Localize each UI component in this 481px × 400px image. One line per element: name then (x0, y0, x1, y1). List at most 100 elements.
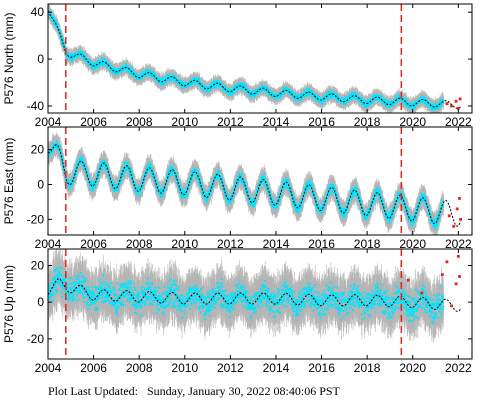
data-point (378, 95, 381, 97)
data-point (198, 77, 201, 80)
data-point (103, 57, 106, 60)
data-point (251, 94, 254, 96)
data-point (293, 96, 296, 99)
data-point (195, 81, 198, 84)
data-point (201, 82, 204, 85)
data-point (111, 68, 114, 71)
data-point (79, 50, 82, 52)
data-point (420, 95, 423, 98)
data-point (322, 95, 325, 98)
data-point (382, 99, 385, 101)
data-point (314, 94, 317, 97)
data-point (350, 98, 353, 100)
data-point (223, 90, 226, 93)
data-point (161, 79, 164, 81)
data-point (61, 38, 64, 41)
data-point (59, 33, 62, 36)
data-point (71, 60, 73, 62)
data-point (292, 94, 295, 97)
data-point (320, 103, 323, 105)
data-point (260, 89, 263, 92)
data-point (63, 44, 66, 47)
data-point (247, 89, 250, 92)
data-point (174, 75, 177, 78)
data-point (421, 100, 424, 103)
data-point (81, 56, 84, 59)
data-point (110, 70, 113, 72)
data-point (396, 100, 399, 103)
data-point (125, 62, 128, 65)
data-point (137, 78, 140, 80)
data-point (108, 63, 111, 65)
data-point (160, 78, 163, 80)
data-point (289, 90, 291, 92)
data-point (128, 67, 131, 70)
data-point (342, 99, 345, 102)
data-point (210, 89, 212, 91)
data-point (90, 61, 93, 64)
data-point (369, 103, 372, 106)
data-point (254, 94, 256, 96)
data-point (149, 69, 152, 72)
data-point (248, 94, 251, 97)
data-point (81, 53, 83, 56)
data-point (427, 104, 429, 106)
data-point (365, 99, 367, 102)
data-point (149, 71, 152, 74)
data-point (212, 80, 215, 83)
data-point (317, 97, 320, 100)
data-point (380, 95, 383, 97)
data-point (208, 89, 211, 92)
data-point (111, 71, 114, 74)
data-point (116, 68, 119, 71)
data-point (262, 85, 265, 88)
data-point (166, 73, 169, 76)
data-point (430, 103, 432, 105)
y-tick-label: -40 (27, 99, 45, 113)
data-point (346, 96, 349, 98)
data-point (55, 22, 58, 25)
data-point (366, 105, 368, 108)
data-point (212, 81, 215, 84)
data-point (209, 84, 211, 87)
data-point (188, 83, 191, 86)
data-point (182, 87, 185, 90)
data-point (52, 15, 55, 18)
data-point (154, 75, 156, 78)
data-point (357, 95, 359, 98)
data-point (354, 92, 357, 94)
y-tick-label: 0 (37, 52, 44, 66)
data-point (207, 90, 209, 93)
data-point (48, 10, 51, 13)
data-point (107, 65, 110, 68)
data-point (291, 90, 294, 93)
data-point (215, 84, 218, 87)
data-point (114, 72, 117, 75)
data-point (131, 70, 134, 73)
data-point (280, 95, 282, 98)
data-point (54, 20, 57, 22)
data-point (346, 100, 348, 103)
data-point (320, 97, 322, 100)
data-point (405, 100, 408, 103)
data-point (417, 102, 419, 105)
data-point (398, 94, 401, 97)
data-point (132, 71, 135, 74)
data-point (202, 90, 205, 92)
data-point (157, 76, 160, 79)
data-point (56, 24, 59, 26)
data-point (51, 15, 54, 18)
data-point (198, 80, 201, 83)
data-point (99, 64, 101, 66)
data-point (316, 96, 319, 99)
data-point (350, 93, 353, 95)
data-point (103, 63, 106, 66)
data-point (68, 56, 71, 59)
data-point (149, 74, 151, 77)
data-point (363, 104, 366, 106)
data-point (397, 97, 400, 99)
plot-frame (47, 3, 473, 114)
data-point (393, 101, 396, 104)
data-point (326, 93, 329, 96)
data-point (259, 90, 261, 93)
